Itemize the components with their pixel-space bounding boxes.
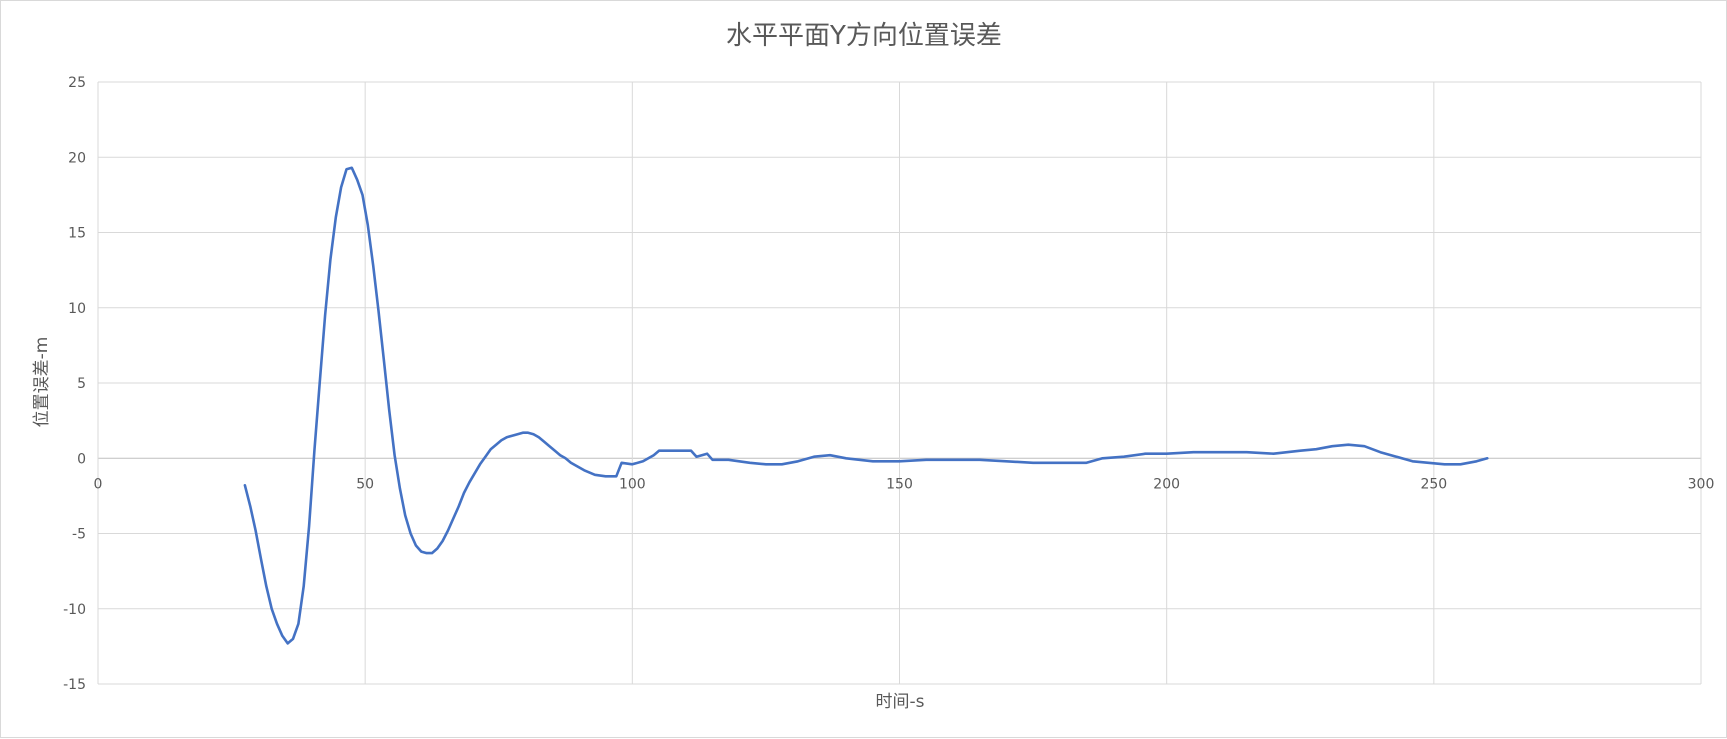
x-tick-label: 250 <box>1420 476 1447 492</box>
y-tick-label: 5 <box>77 376 86 392</box>
series-line <box>243 166 1489 645</box>
y-tick-labels: -15 -10 -5 0 5 10 15 20 25 <box>63 75 86 693</box>
x-tick-label: 300 <box>1688 476 1715 492</box>
x-tick-label: 200 <box>1153 476 1180 492</box>
y-tick-label: -10 <box>63 602 86 618</box>
x-tick-label: 150 <box>886 476 913 492</box>
x-tick-label: 50 <box>356 476 374 492</box>
x-axis-title: 时间-s <box>876 692 925 712</box>
x-tick-label: 0 <box>94 476 103 492</box>
y-axis-title: 位置误差-m <box>32 337 52 428</box>
series-layer <box>243 166 1489 645</box>
y-tick-label: 0 <box>77 451 86 467</box>
y-tick-label: 10 <box>68 301 86 317</box>
gridlines <box>97 81 1702 685</box>
y-tick-label: -15 <box>63 677 86 693</box>
y-tick-label: 20 <box>68 150 86 166</box>
y-tick-label: 15 <box>68 226 86 242</box>
chart-title: 水平平面Y方向位置误差 <box>726 21 1002 51</box>
y-tick-label: 25 <box>68 75 86 91</box>
x-tick-label: 100 <box>619 476 646 492</box>
x-tick-labels: 0 50 100 150 200 250 300 <box>94 476 1715 492</box>
y-tick-label: -5 <box>72 527 86 543</box>
